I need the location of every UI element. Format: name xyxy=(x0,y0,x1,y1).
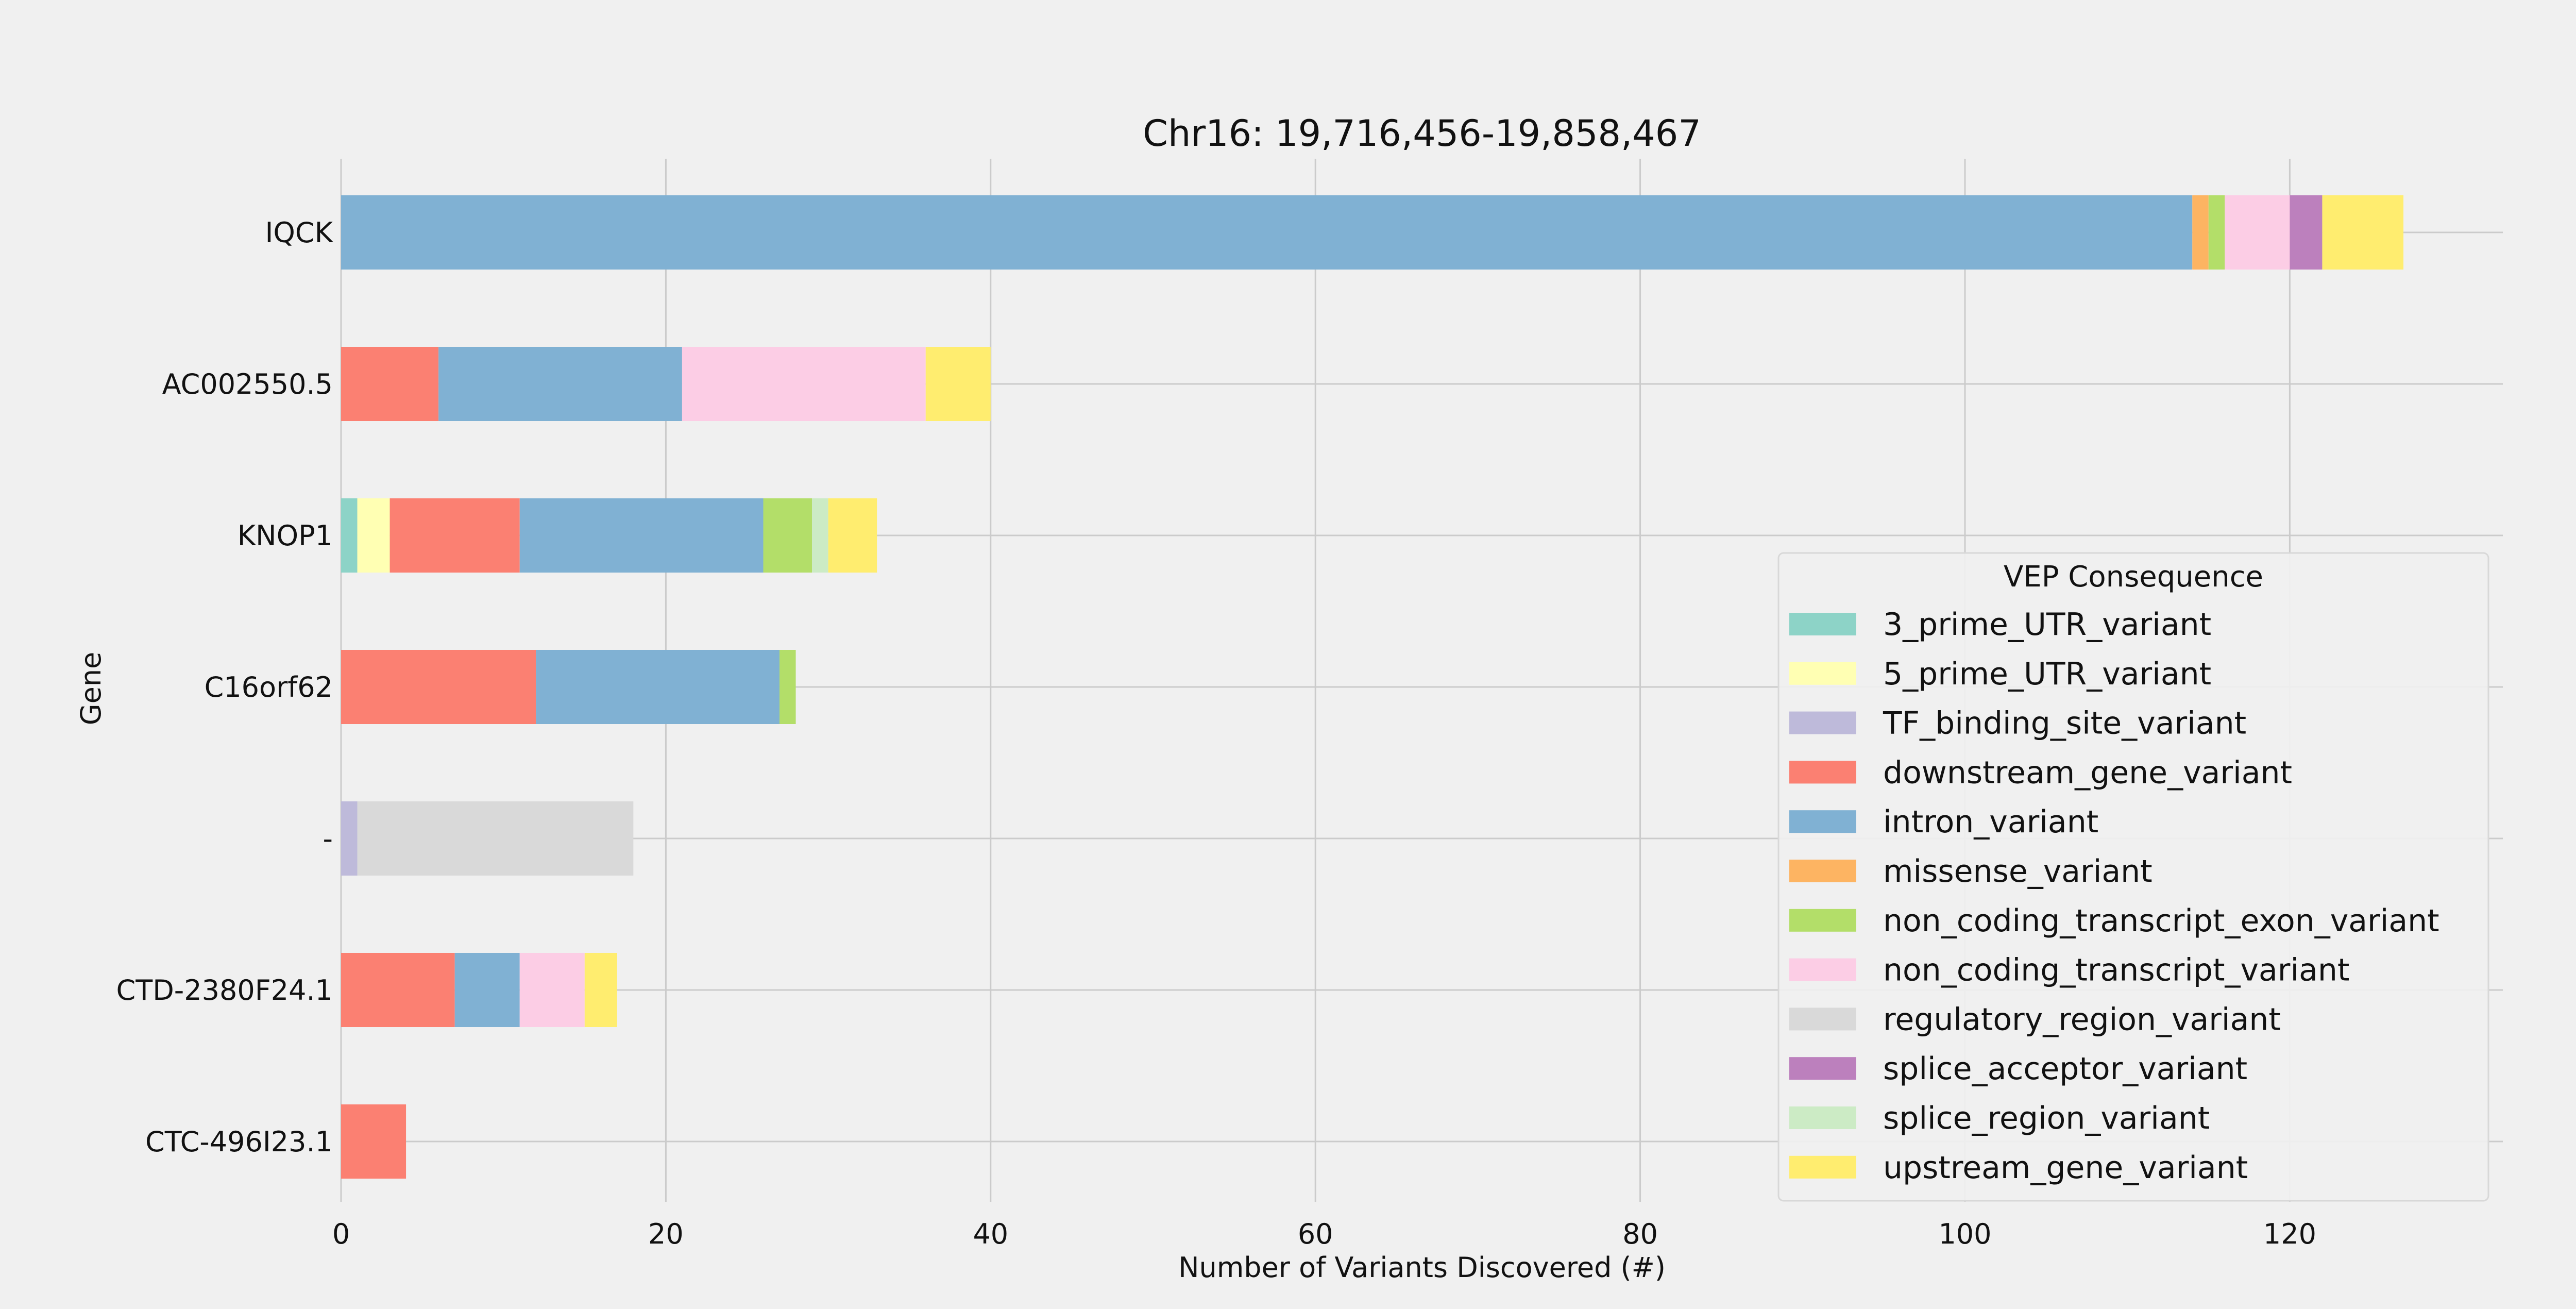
bar-segment-upstream-gene-variant xyxy=(828,498,877,573)
bar-segment-non-coding-transcript-exon-variant xyxy=(2208,195,2225,270)
y-tick-label: - xyxy=(323,823,333,855)
legend-label: downstream_gene_variant xyxy=(1883,754,2292,791)
x-tick-label: 120 xyxy=(2263,1218,2316,1250)
legend-label: splice_region_variant xyxy=(1883,1100,2210,1136)
bar-segment-non-coding-transcript-exon-variant xyxy=(779,650,796,724)
legend-items: 3_prime_UTR_variant 5_prime_UTR_variant TF… xyxy=(1789,607,2439,1186)
bar-segment-splice-region-variant xyxy=(812,498,828,573)
y-tick-label: KNOP1 xyxy=(238,519,333,552)
chart-title: Chr16: 19,716,456-19,858,467 xyxy=(1143,112,1701,155)
legend-label: 5_prime_UTR_variant xyxy=(1883,656,2211,692)
legend-label: upstream_gene_variant xyxy=(1883,1150,2248,1186)
legend-swatch xyxy=(1789,909,1856,932)
bar-segment-missense-variant xyxy=(2192,195,2209,270)
bar-segment-non-coding-transcript-variant xyxy=(682,347,926,421)
bar-groups xyxy=(341,195,2404,1179)
legend-label: splice_acceptor_variant xyxy=(1883,1051,2247,1087)
bar-segment-splice-acceptor-variant xyxy=(2290,195,2323,270)
legend-swatch xyxy=(1789,958,1856,981)
legend-label: 3_prime_UTR_variant xyxy=(1883,607,2211,643)
bar-segment-5-prime-utr-variant xyxy=(357,498,390,573)
bar-segment-regulatory-region-variant xyxy=(357,801,634,876)
bar-segment-3-prime-utr-variant xyxy=(341,498,358,573)
bar-segment-upstream-gene-variant xyxy=(584,953,617,1027)
legend-title: VEP Consequence xyxy=(2004,560,2263,594)
legend-swatch xyxy=(1789,711,1856,734)
bar-segment-tf-binding-site-variant xyxy=(341,801,358,876)
legend-label: non_coding_transcript_variant xyxy=(1883,952,2349,988)
y-axis-label: Gene xyxy=(75,652,107,726)
legend-label: missense_variant xyxy=(1883,853,2153,890)
x-tick-label: 100 xyxy=(1938,1218,1991,1250)
bar-segment-non-coding-transcript-exon-variant xyxy=(763,498,812,573)
x-tick-label: 20 xyxy=(648,1218,684,1250)
legend-swatch xyxy=(1789,810,1856,833)
legend-swatch xyxy=(1789,860,1856,882)
bar-segment-intron-variant xyxy=(536,650,780,724)
x-tick-label: 80 xyxy=(1622,1218,1658,1250)
y-tick-label: IQCK xyxy=(265,216,333,249)
bar-segment-upstream-gene-variant xyxy=(2322,195,2404,270)
bar-segment-downstream-gene-variant xyxy=(341,953,455,1027)
bar-segment-intron-variant xyxy=(454,953,520,1027)
bar-segment-downstream-gene-variant xyxy=(341,650,536,724)
y-tick-label: C16orf62 xyxy=(205,671,333,703)
bar-segment-non-coding-transcript-variant xyxy=(519,953,585,1027)
legend-swatch xyxy=(1789,1057,1856,1080)
bar-segment-intron-variant xyxy=(341,195,2193,270)
legend-label: intron_variant xyxy=(1883,804,2098,840)
legend-swatch xyxy=(1789,662,1856,685)
legend: VEP Consequence 3_prime_UTR_variant 5_pri… xyxy=(1777,552,2489,1202)
legend-label: TF_binding_site_variant xyxy=(1883,706,2246,742)
y-tick-label: CTD-2380F24.1 xyxy=(116,974,333,1006)
legend-swatch xyxy=(1789,761,1856,784)
bar-segment-intron-variant xyxy=(519,498,764,573)
legend-swatch xyxy=(1789,1106,1856,1129)
legend-swatch xyxy=(1789,1155,1856,1179)
bar-segment-downstream-gene-variant xyxy=(389,498,520,573)
legend-swatch xyxy=(1789,613,1856,635)
legend-frame xyxy=(1777,552,2489,1202)
bar-segment-non-coding-transcript-variant xyxy=(2225,195,2290,270)
y-tick-label: CTC-496I23.1 xyxy=(145,1126,333,1158)
legend-label: non_coding_transcript_exon_variant xyxy=(1883,903,2439,939)
x-axis-ticks: 0 20 40 60 80 100 120 xyxy=(332,1218,2316,1250)
x-tick-label: 60 xyxy=(1298,1218,1333,1250)
x-tick-label: 0 xyxy=(332,1218,350,1250)
x-tick-label: 40 xyxy=(973,1218,1008,1250)
bar-segment-downstream-gene-variant xyxy=(341,1104,406,1179)
bar-segment-downstream-gene-variant xyxy=(341,347,439,421)
bar-segment-intron-variant xyxy=(438,347,682,421)
x-axis-label: Number of Variants Discovered (#) xyxy=(1178,1251,1666,1284)
bar-segment-upstream-gene-variant xyxy=(925,347,991,421)
legend-swatch xyxy=(1789,1008,1856,1031)
y-axis-ticks: IQCK AC002550.5 KNOP1 C16orf62 - CTD-2380F24.… xyxy=(116,216,334,1158)
legend-label: regulatory_region_variant xyxy=(1883,1001,2281,1037)
y-tick-label: AC002550.5 xyxy=(162,368,333,400)
